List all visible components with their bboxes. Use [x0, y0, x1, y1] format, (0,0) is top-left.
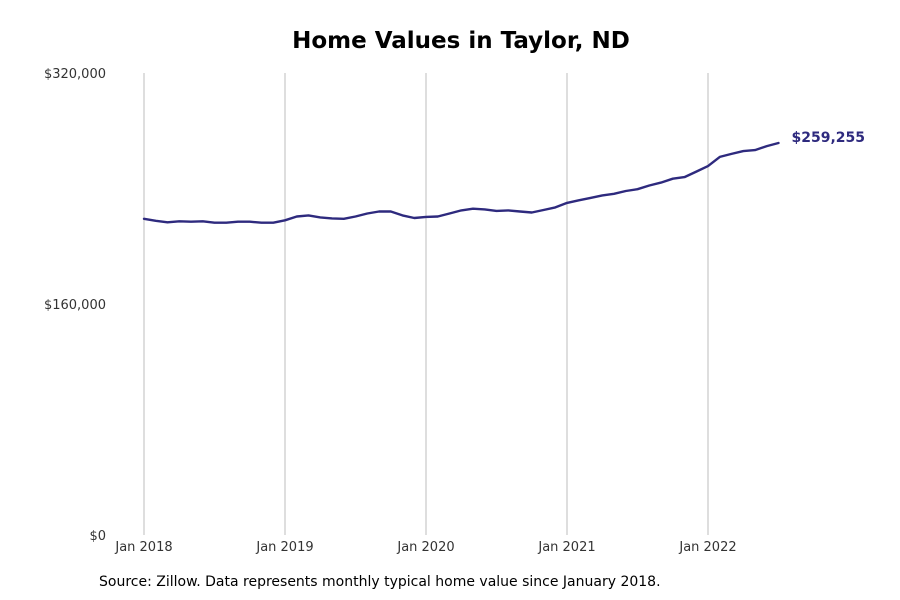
grid-lines [143, 73, 709, 535]
chart-title: Home Values in Taylor, ND [292, 28, 630, 54]
y-tick-label: $160,000 [44, 298, 106, 313]
x-tick-label: Jan 2022 [678, 540, 736, 555]
x-tick-label: Jan 2020 [396, 540, 454, 555]
series-line [142, 141, 780, 224]
y-axis-tick-labels: $0 $160,000 $320,000 [44, 67, 106, 544]
x-tick-label: Jan 2019 [255, 540, 313, 555]
end-value-label: $259,255 [792, 130, 866, 146]
x-tick-label: Jan 2021 [537, 540, 595, 555]
x-tick-label: Jan 2018 [114, 540, 172, 555]
source-note: Source: Zillow. Data represents monthly … [99, 574, 661, 590]
series-group [142, 141, 780, 224]
y-tick-label: $0 [89, 529, 106, 544]
y-tick-label: $320,000 [44, 67, 106, 82]
x-axis-tick-labels: Jan 2018 Jan 2019 Jan 2020 Jan 2021 Jan 2022 [114, 540, 736, 555]
